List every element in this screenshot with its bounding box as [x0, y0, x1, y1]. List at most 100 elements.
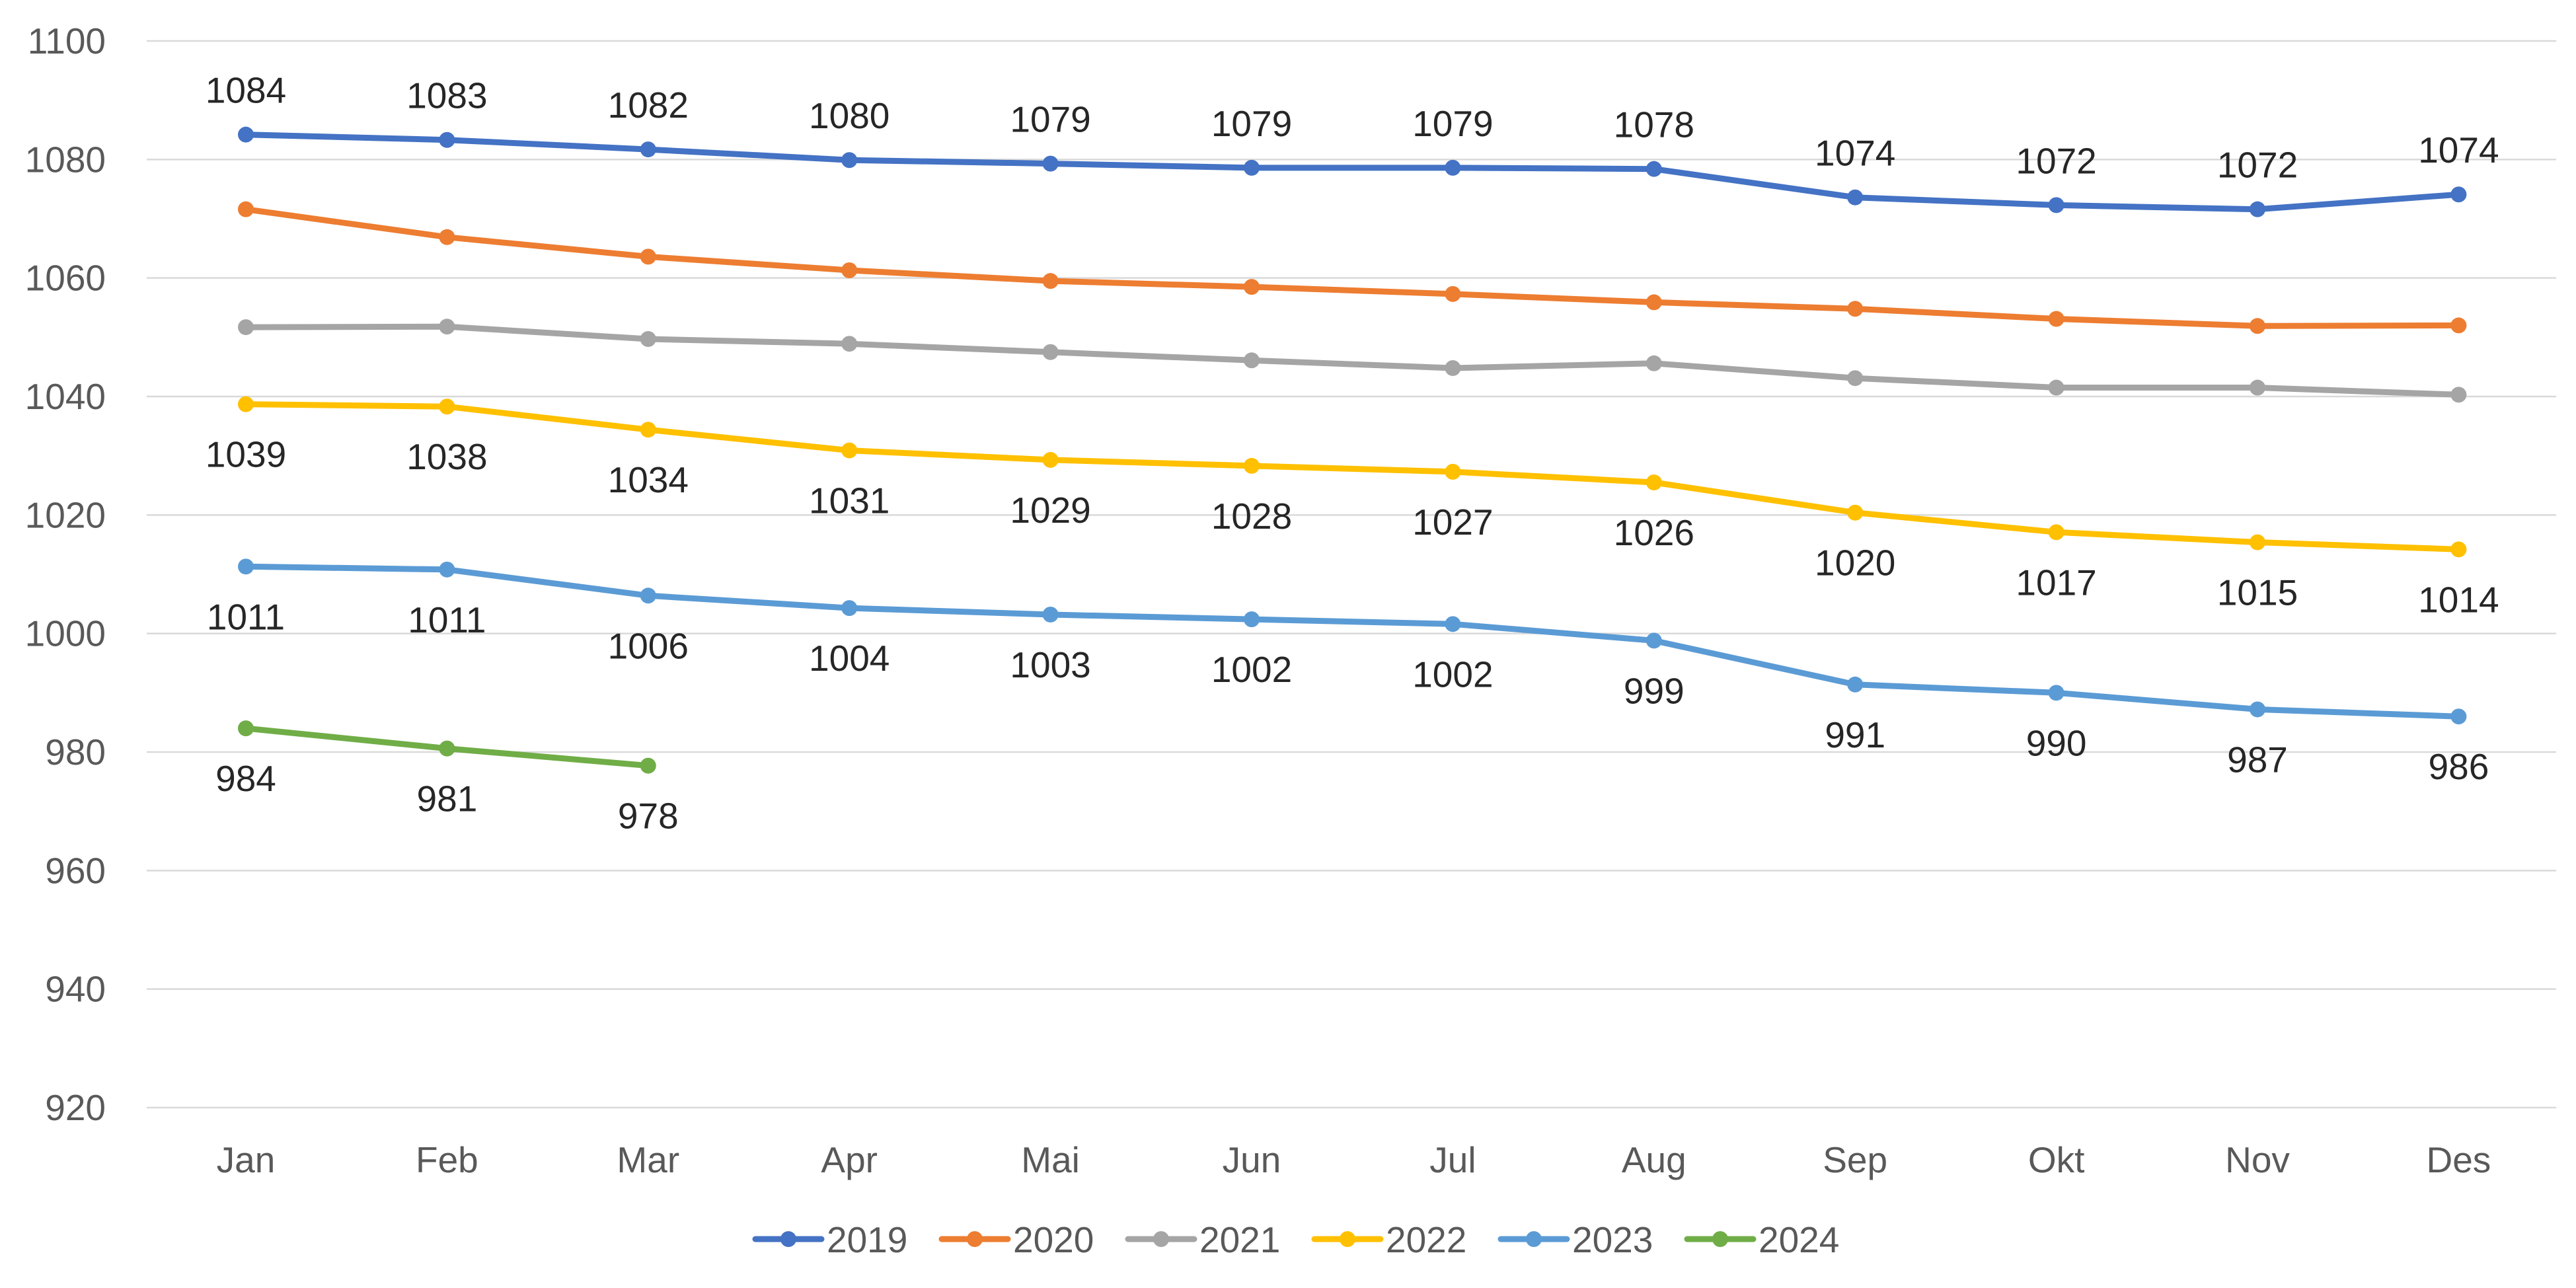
data-point-2022: [439, 398, 455, 415]
data-point-2020: [1445, 285, 1461, 302]
data-point-2019: [1042, 155, 1059, 172]
data-point-2023: [238, 558, 254, 575]
data-point-2020: [640, 248, 656, 265]
x-tick-label: Feb: [416, 1139, 478, 1180]
data-label-2022: 1026: [1614, 512, 1694, 553]
data-label-2023: 991: [1825, 714, 1885, 755]
y-tick-label: 1040: [25, 376, 106, 417]
data-label-2024: 981: [417, 778, 478, 819]
x-tick-label: Okt: [2028, 1139, 2085, 1180]
legend-marker: [1526, 1231, 1542, 1247]
data-point-2023: [1646, 632, 1662, 649]
data-point-2020: [2450, 317, 2467, 334]
data-label-2023: 986: [2429, 746, 2489, 787]
x-tick-label: Mar: [617, 1139, 679, 1180]
legend: 2019 2020 2021 2022 2023 2024: [752, 1219, 1839, 1260]
data-point-2021: [439, 319, 455, 335]
data-point-2020: [1042, 273, 1059, 289]
data-label-2019: 1078: [1614, 104, 1694, 145]
data-point-2019: [640, 141, 656, 158]
series-line-2022: [243, 401, 2462, 552]
legend-label: 2024: [1759, 1219, 1839, 1260]
x-tick-label: Nov: [2225, 1139, 2290, 1180]
legend-marker: [967, 1231, 983, 1247]
data-label-2023: 1011: [408, 599, 486, 640]
data-point-2019: [2250, 201, 2265, 217]
x-tick-label: Apr: [821, 1139, 878, 1180]
data-label-2023: 1002: [1412, 654, 1493, 695]
series-2020: [238, 201, 2467, 334]
data-point-2023: [1244, 611, 1260, 628]
data-label-2022: 1015: [2217, 572, 2298, 613]
data-point-2024: [640, 757, 656, 774]
data-labels: 1084 1083 1082 1080 1079 1079 1079 1078 1074 1072…: [206, 70, 2499, 837]
y-tick-label: 960: [45, 850, 106, 891]
legend-marker: [1340, 1231, 1355, 1247]
data-point-2019: [238, 126, 254, 143]
data-label-2023: 1004: [809, 638, 890, 679]
x-tick-label: Jun: [1223, 1139, 1281, 1180]
data-point-2021: [2048, 379, 2065, 396]
data-label-2022: 1014: [2418, 579, 2499, 620]
series-line-2023: [243, 563, 2462, 720]
data-point-2023: [2450, 708, 2467, 725]
data-point-2019: [1646, 161, 1662, 177]
y-tick-label: 920: [45, 1087, 106, 1128]
x-tick-label: Jan: [217, 1139, 276, 1180]
data-point-2023: [1042, 606, 1059, 623]
data-point-2022: [2450, 541, 2467, 558]
y-tick-label: 1000: [25, 613, 106, 654]
data-point-2022: [841, 442, 858, 459]
data-label-2019: 1079: [1211, 103, 1292, 144]
data-label-2022: 1027: [1412, 502, 1493, 543]
y-axis-tick-labels: 920 940 960 980 1000 1020 1040 1060 1080 1100: [25, 20, 106, 1128]
legend-label: 2020: [1013, 1219, 1094, 1260]
data-label-2019: 1074: [2418, 130, 2499, 170]
data-label-2023: 1002: [1211, 649, 1292, 690]
y-tick-label: 940: [45, 969, 106, 1010]
data-point-2022: [1042, 451, 1059, 468]
series-line-2021: [243, 323, 2462, 398]
data-label-2024: 984: [215, 758, 276, 799]
data-label-2022: 1028: [1211, 496, 1292, 537]
data-point-2019: [1445, 159, 1461, 176]
data-label-2022: 1029: [1010, 490, 1090, 531]
data-label-2022: 1038: [406, 436, 487, 477]
data-label-2022: 1039: [206, 434, 286, 475]
legend-item-2021: 2021: [1125, 1219, 1280, 1260]
data-point-2023: [439, 561, 455, 578]
data-point-2021: [1847, 370, 1864, 387]
data-point-2023: [1445, 616, 1461, 632]
x-tick-label: Mai: [1021, 1139, 1080, 1180]
data-point-2019: [1847, 189, 1864, 206]
legend-label: 2023: [1572, 1219, 1653, 1260]
series-lines: [238, 126, 2467, 774]
data-point-2020: [2048, 311, 2065, 327]
data-point-2020: [1847, 301, 1864, 317]
data-label-2019: 1072: [2217, 145, 2298, 186]
x-axis-tick-labels: Jan Feb Mar Apr Mai Jun Jul Aug Sep Okt Nov Des: [217, 1139, 2491, 1180]
data-point-2019: [841, 152, 858, 169]
data-point-2021: [2450, 387, 2467, 403]
data-label-2019: 1079: [1412, 103, 1493, 144]
data-label-2023: 987: [2227, 739, 2288, 780]
legend-item-2023: 2023: [1497, 1219, 1653, 1260]
data-label-2019: 1082: [608, 85, 689, 126]
data-point-2023: [841, 600, 858, 617]
data-label-2019: 1074: [1815, 133, 1895, 174]
y-tick-label: 1060: [25, 258, 106, 299]
data-point-2020: [2250, 318, 2265, 334]
legend-label: 2021: [1199, 1219, 1280, 1260]
data-label-2023: 999: [1624, 670, 1685, 711]
data-label-2022: 1020: [1815, 543, 1895, 584]
data-label-2022: 1017: [2016, 562, 2096, 603]
series-2023: [238, 558, 2467, 725]
series-2021: [238, 319, 2467, 403]
data-point-2023: [1847, 676, 1864, 693]
data-label-2023: 990: [2026, 722, 2087, 763]
data-label-2019: 1079: [1010, 99, 1090, 140]
legend-marker: [780, 1231, 796, 1247]
gridlines: [147, 40, 2556, 1109]
